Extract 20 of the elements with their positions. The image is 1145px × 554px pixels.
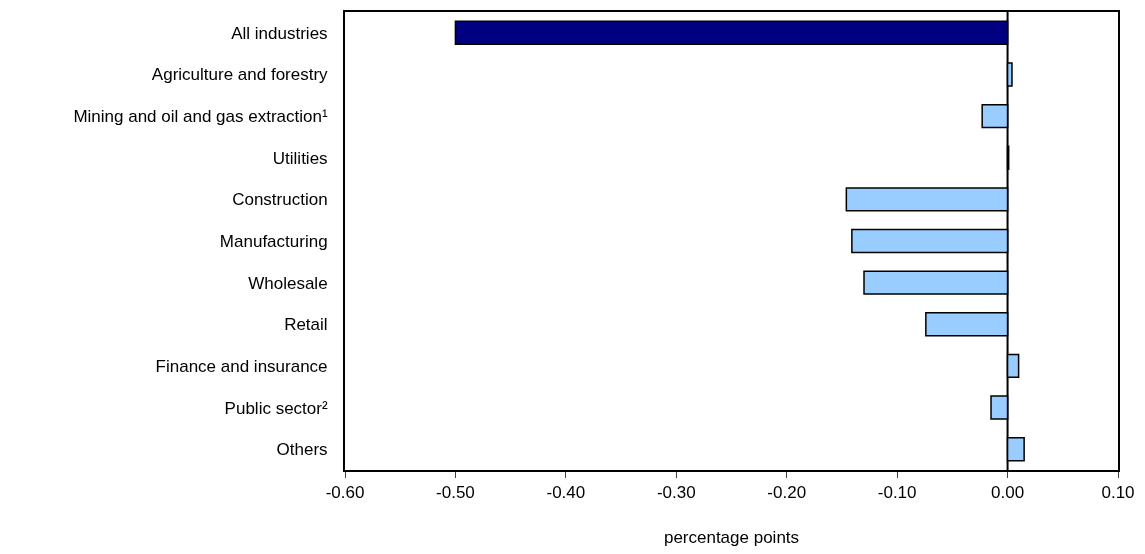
y-tick-label: All industries xyxy=(231,23,328,43)
y-tick-label: Retail xyxy=(284,315,328,335)
x-tick-label: -0.40 xyxy=(546,483,586,503)
y-tick-label: Public sector² xyxy=(224,398,328,418)
x-tick-label: -0.50 xyxy=(436,483,475,503)
y-tick-label: Construction xyxy=(232,190,328,210)
y-tick-label: Agriculture and forestry xyxy=(151,65,329,85)
x-tick-label: -0.20 xyxy=(767,483,807,503)
y-tick-label: Wholesale xyxy=(248,273,328,293)
x-axis-title: percentage points xyxy=(663,528,800,548)
x-tick-label: 0.00 xyxy=(991,483,1025,503)
y-tick-label: Finance and insurance xyxy=(155,356,328,376)
y-tick-label: Utilities xyxy=(272,148,328,168)
x-tick-label: -0.30 xyxy=(656,483,696,503)
x-tick-label: 0.10 xyxy=(1101,483,1135,503)
x-tick-label: -0.60 xyxy=(325,483,365,503)
y-tick-label: Manufacturing xyxy=(219,231,328,251)
x-tick-label: -0.10 xyxy=(877,483,917,503)
y-tick-label: Mining and oil and gas extraction¹ xyxy=(73,107,328,127)
y-tick-label: Others xyxy=(276,440,328,460)
